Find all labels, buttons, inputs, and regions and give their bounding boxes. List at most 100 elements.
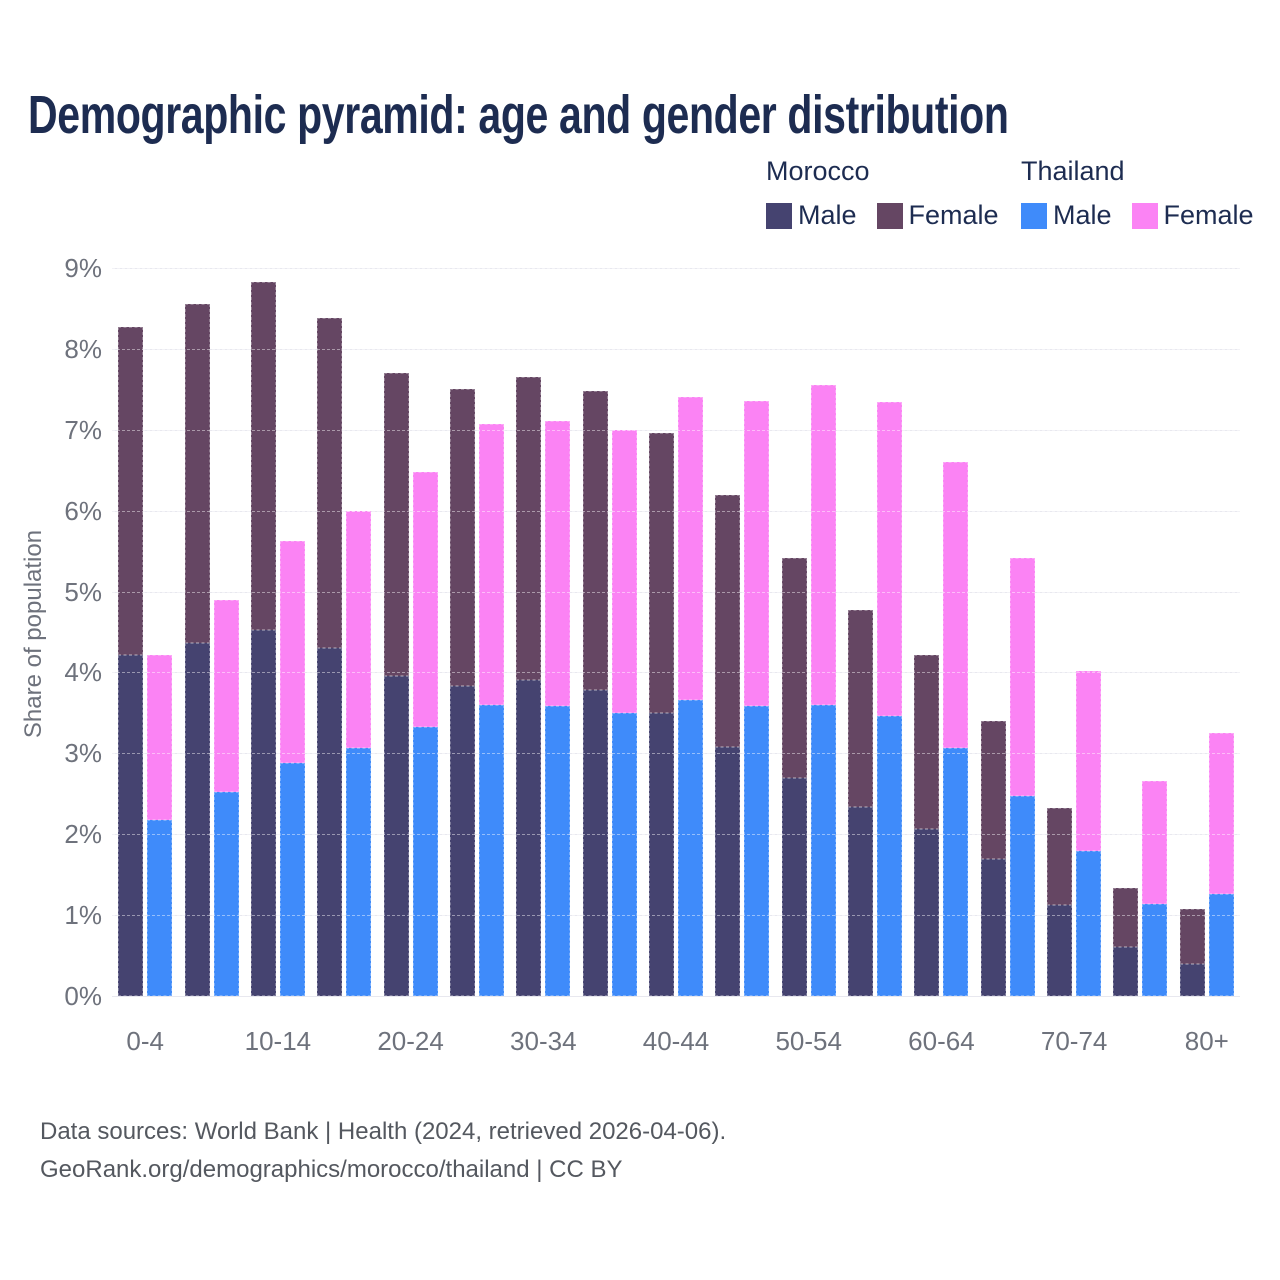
chart-title: Demographic pyramid: age and gender dist… bbox=[28, 85, 1009, 145]
y-tick-label-8%: 8% bbox=[64, 333, 102, 364]
bar-morocco-male-40-44 bbox=[649, 712, 674, 996]
legend-group-thailand: Thailand Male Female bbox=[1021, 156, 1254, 231]
bar-thailand-female-65-69 bbox=[1009, 558, 1035, 797]
gridline-7pct bbox=[112, 429, 1240, 431]
bar-thailand-male-80+ bbox=[1208, 894, 1234, 996]
bar-morocco-female-80+ bbox=[1179, 909, 1205, 964]
footer-attribution-line: GeoRank.org/demographics/morocco/thailan… bbox=[40, 1156, 623, 1183]
bar-thailand-female-50-54 bbox=[810, 385, 836, 705]
y-tick-label-7%: 7% bbox=[64, 414, 102, 445]
legend-row-morocco: Male Female bbox=[766, 200, 999, 231]
bar-thailand-male-55-59 bbox=[877, 716, 903, 996]
legend-swatch-thailand-male bbox=[1021, 202, 1047, 229]
y-tick-label-4%: 4% bbox=[64, 657, 102, 688]
bar-thailand-female-40-44 bbox=[678, 396, 703, 700]
y-tick-label-0%: 0% bbox=[64, 981, 102, 1011]
bar-thailand-female-55-59 bbox=[877, 402, 903, 717]
legend-swatch-morocco-female bbox=[876, 202, 903, 229]
bar-morocco-male-70-74 bbox=[1047, 905, 1073, 996]
bar-morocco-female-55-59 bbox=[848, 610, 874, 807]
gridline-0pct bbox=[112, 996, 1240, 997]
bar-thailand-female-75-79 bbox=[1142, 780, 1168, 904]
gridline-overlay-8pct bbox=[112, 348, 1240, 350]
bar-thailand-male-30-34 bbox=[545, 706, 571, 996]
gridline-overlay-2pct bbox=[112, 834, 1240, 836]
bar-thailand-male-35-39 bbox=[611, 712, 637, 996]
bar-morocco-male-50-54 bbox=[781, 777, 807, 996]
legend-swatch-thailand-female bbox=[1131, 202, 1158, 229]
bar-morocco-male-5-9 bbox=[184, 642, 210, 996]
bar-thailand-female-20-24 bbox=[412, 471, 438, 728]
legend-item-morocco-female: Female bbox=[876, 200, 999, 231]
x-tick-label-40-44: 40-44 bbox=[642, 1026, 710, 1056]
bar-morocco-male-25-29 bbox=[449, 686, 475, 996]
bar-thailand-female-80+ bbox=[1208, 733, 1234, 895]
legend-row-thailand: Male Female bbox=[1021, 200, 1254, 231]
bar-morocco-female-60-64 bbox=[914, 655, 940, 830]
bar-morocco-female-0-4 bbox=[118, 327, 144, 655]
x-tick-label-60-64: 60-64 bbox=[908, 1026, 975, 1056]
y-tick-label-3%: 3% bbox=[64, 738, 102, 769]
y-tick-label-1%: 1% bbox=[64, 900, 102, 931]
bar-morocco-female-70-74 bbox=[1047, 808, 1073, 906]
legend-label-morocco-male: Male bbox=[798, 200, 857, 230]
bar-thailand-male-15-19 bbox=[346, 748, 372, 996]
legend-header-morocco: Morocco bbox=[766, 156, 870, 186]
bar-thailand-female-5-9 bbox=[213, 599, 239, 793]
x-tick-label-0-4: 0-4 bbox=[126, 1026, 164, 1056]
bar-thailand-male-45-49 bbox=[744, 706, 770, 996]
bar-morocco-female-75-79 bbox=[1113, 887, 1139, 947]
bar-morocco-male-65-69 bbox=[980, 858, 1006, 996]
bar-morocco-male-15-19 bbox=[317, 648, 343, 996]
bar-thailand-male-40-44 bbox=[678, 699, 703, 996]
gridline-overlay-4pct bbox=[112, 672, 1240, 674]
bar-morocco-male-0-4 bbox=[118, 654, 144, 996]
bar-morocco-female-10-14 bbox=[250, 281, 276, 631]
bar-morocco-female-45-49 bbox=[715, 494, 741, 747]
x-tick-label-80+: 80+ bbox=[1184, 1026, 1229, 1056]
bar-thailand-male-0-4 bbox=[147, 819, 173, 996]
bar-morocco-female-15-19 bbox=[317, 318, 343, 649]
bar-thailand-female-15-19 bbox=[346, 510, 372, 749]
legend-label-morocco-female: Female bbox=[908, 200, 999, 230]
bar-thailand-female-30-34 bbox=[545, 420, 571, 707]
gridline-overlay-5pct bbox=[112, 591, 1240, 593]
legend-item-morocco-male: Male bbox=[766, 200, 857, 231]
gridline-1pct bbox=[112, 915, 1240, 917]
bar-thailand-male-50-54 bbox=[810, 704, 836, 996]
gridline-5pct bbox=[112, 591, 1240, 593]
gridline-8pct bbox=[112, 348, 1240, 350]
x-tick-label-50-54: 50-54 bbox=[775, 1026, 842, 1056]
y-tick-label-5%: 5% bbox=[64, 576, 102, 607]
gridline-2pct bbox=[112, 834, 1240, 836]
bar-morocco-male-55-59 bbox=[848, 806, 874, 996]
bar-morocco-male-10-14 bbox=[250, 630, 276, 996]
y-axis-title: Share of population bbox=[20, 529, 47, 739]
bar-thailand-male-25-29 bbox=[478, 704, 504, 996]
bar-morocco-female-30-34 bbox=[516, 377, 542, 680]
gridline-9pct bbox=[112, 268, 1240, 269]
bar-morocco-male-20-24 bbox=[383, 675, 409, 996]
bar-morocco-female-40-44 bbox=[649, 433, 674, 713]
legend-swatch-morocco-male bbox=[766, 202, 792, 229]
bar-thailand-female-25-29 bbox=[478, 424, 504, 705]
bar-morocco-female-35-39 bbox=[582, 390, 608, 691]
gridline-4pct bbox=[112, 672, 1240, 674]
bar-thailand-male-20-24 bbox=[412, 727, 438, 996]
bar-morocco-male-75-79 bbox=[1113, 946, 1139, 996]
gridline-overlay-1pct bbox=[112, 915, 1240, 917]
bar-morocco-female-65-69 bbox=[980, 721, 1006, 859]
bar-thailand-male-10-14 bbox=[279, 763, 305, 996]
x-tick-label-30-34: 30-34 bbox=[510, 1026, 577, 1056]
legend-label-thailand-male: Male bbox=[1053, 200, 1112, 230]
gridline-3pct bbox=[112, 753, 1240, 755]
bar-thailand-male-70-74 bbox=[1076, 851, 1102, 996]
y-tick-label-6%: 6% bbox=[64, 495, 102, 526]
bar-morocco-female-20-24 bbox=[383, 373, 409, 676]
bar-morocco-male-60-64 bbox=[914, 829, 940, 996]
bar-thailand-female-35-39 bbox=[611, 429, 637, 713]
bar-thailand-female-10-14 bbox=[279, 541, 305, 764]
footer-source-line: Data sources: World Bank | Health (2024,… bbox=[40, 1118, 727, 1145]
legend-header-thailand: Thailand bbox=[1021, 156, 1125, 186]
bar-morocco-male-35-39 bbox=[582, 690, 608, 996]
